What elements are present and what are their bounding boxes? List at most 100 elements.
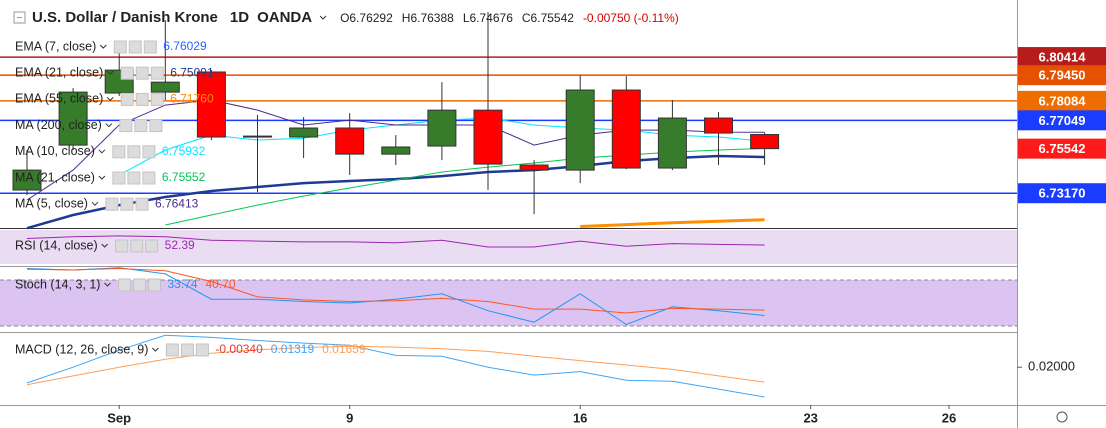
legend-icon[interactable]: [112, 171, 126, 185]
legend-value: 0.01319: [271, 342, 315, 356]
legend-value: 52.39: [165, 238, 195, 252]
header-open: O6.76292: [340, 11, 393, 25]
candle-body: [611, 89, 641, 169]
legend-icon[interactable]: [165, 343, 179, 357]
legend-name: MA (21, close): [15, 170, 95, 184]
candle-body: [58, 91, 88, 146]
legend-name: EMA (7, close): [15, 39, 96, 53]
legend-icon[interactable]: [120, 92, 134, 106]
legend-icon[interactable]: [134, 119, 148, 133]
price-label: 6.73170: [1039, 186, 1086, 201]
candle-body: [565, 89, 595, 171]
candle-body: [289, 127, 319, 138]
pane-line: [26, 235, 765, 248]
y-tick-label: 0.02000: [1028, 359, 1075, 374]
legend-icon[interactable]: [130, 239, 144, 253]
legend-icon[interactable]: [119, 119, 133, 133]
legend-name: EMA (21, close): [15, 65, 103, 79]
legend-icon[interactable]: [112, 145, 126, 159]
overlay: U.S. Dollar / Danish Krone 1D OANDA O6.762…: [13, 9, 679, 357]
legend-value: 6.76029: [163, 39, 207, 53]
legend-dropdown: [91, 201, 99, 206]
legend-dropdown: [99, 44, 107, 49]
candle-body: [427, 109, 457, 147]
legend-icon[interactable]: [120, 197, 134, 211]
legend-value: 6.76413: [155, 196, 199, 210]
legend-icon[interactable]: [135, 197, 149, 211]
legend-icon[interactable]: [145, 239, 159, 253]
legend-value: 0.01659: [322, 342, 366, 356]
legend-dropdown: [106, 97, 114, 102]
header-low: L6.74676: [463, 11, 513, 25]
legend-value: 6.75091: [170, 65, 214, 79]
candle-body: [519, 164, 549, 171]
legend-dropdown: [101, 243, 109, 248]
candle-body: [704, 117, 733, 134]
header-change: -0.00750 (-0.11%): [583, 11, 679, 25]
legend-dropdown: [104, 282, 111, 287]
legend-icon[interactable]: [135, 92, 149, 106]
candle-body: [12, 169, 42, 191]
pane-line: [26, 334, 765, 398]
legend-icon[interactable]: [105, 197, 119, 211]
legend-name: Stoch (14, 3, 1): [15, 277, 100, 291]
price-label-bg: [1018, 47, 1106, 68]
legend-icon[interactable]: [195, 343, 209, 357]
x-tick-label: 23: [803, 410, 817, 425]
legend-icon[interactable]: [147, 278, 161, 292]
legend-icon[interactable]: [128, 40, 142, 54]
price-label-bg: [1018, 110, 1106, 131]
price-label-bg: [1018, 183, 1106, 204]
legend-icon[interactable]: [127, 171, 141, 185]
header-source: OANDA: [257, 9, 312, 26]
legend-icon[interactable]: [135, 66, 149, 80]
price-label: 6.75542: [1039, 141, 1086, 156]
legend-icon[interactable]: [143, 40, 157, 54]
legend-name: MA (10, close): [15, 144, 95, 158]
dropdown-icon[interactable]: [319, 15, 327, 20]
legend-icon[interactable]: [115, 239, 129, 253]
plot: 6.80414 6.79450 6.78084 6.77049 6.75542 6.731…: [0, 12, 1106, 425]
header-high: H6.76388: [402, 11, 454, 25]
x-tick-label: Sep: [107, 410, 131, 425]
legend-icon[interactable]: [117, 278, 131, 292]
legend-icon[interactable]: [150, 92, 164, 106]
legend-icon[interactable]: [149, 119, 163, 133]
pane-line: [26, 267, 765, 326]
settings-icon[interactable]: [1056, 411, 1068, 423]
candle-body: [243, 135, 272, 138]
pane-line: [26, 345, 765, 386]
legend-name: EMA (55, close): [15, 92, 103, 106]
legend-dropdown: [105, 123, 113, 128]
legend-name: MA (200, close): [15, 118, 102, 132]
legend-icon[interactable]: [113, 40, 127, 54]
legend-icon[interactable]: [180, 343, 194, 357]
legend-value: 40.70: [206, 277, 236, 291]
legend-icon[interactable]: [142, 171, 156, 185]
price-label-bg: [1018, 138, 1106, 159]
price-label: 6.79450: [1039, 68, 1086, 83]
legend-value: 33.74: [167, 277, 197, 291]
legend-icon[interactable]: [127, 145, 141, 159]
candle-body: [381, 146, 411, 155]
symbol-title: U.S. Dollar / Danish Krone: [32, 9, 218, 26]
legend-icon[interactable]: [120, 66, 134, 80]
stoch-band: [0, 280, 1017, 326]
legend-icon[interactable]: [132, 278, 146, 292]
collapse-icon[interactable]: [13, 11, 26, 24]
candle-body: [657, 117, 687, 169]
candle-body: [150, 81, 180, 93]
legend-icon[interactable]: [150, 66, 164, 80]
legend-dropdown: [106, 70, 114, 75]
candle-body: [473, 109, 503, 165]
legend-name: MA (5, close): [15, 196, 88, 210]
candle-body: [750, 134, 780, 150]
legend-icon[interactable]: [142, 145, 156, 159]
legend-dropdown: [98, 175, 106, 180]
legend-value: 6.75552: [162, 170, 206, 184]
header-interval: 1D: [230, 9, 249, 26]
indicator-line: [580, 218, 765, 228]
